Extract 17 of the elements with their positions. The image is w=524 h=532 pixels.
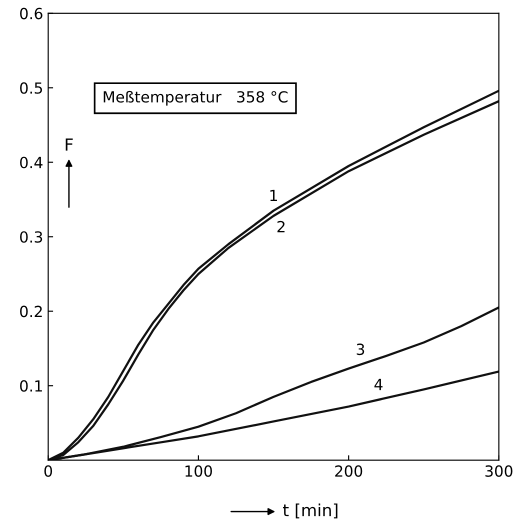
y-tick-label: 0.2 (20, 306, 42, 318)
y-tick-label: 0.3 (20, 231, 42, 243)
x-tick-label: 300 (485, 465, 512, 477)
series-label: 4 (374, 378, 383, 390)
x-tick-label: 0 (44, 465, 52, 477)
annotation: Meßtemperatur 358 °C (104, 90, 288, 106)
series-label: 1 (270, 190, 277, 201)
series-label: 2 (277, 220, 285, 232)
y-tick-label: 0.6 (20, 8, 42, 20)
series-label: 3 (356, 344, 364, 356)
y-tick-label: 0.5 (20, 82, 42, 94)
y-tick-label: 0.4 (20, 156, 42, 168)
x-tick-label: 100 (186, 465, 212, 477)
y-tick-label: 0.1 (20, 380, 42, 392)
y-axis-title: F (66, 138, 73, 151)
x-tick-label: 200 (335, 465, 362, 477)
x-axis-title: t [min] (282, 504, 338, 518)
